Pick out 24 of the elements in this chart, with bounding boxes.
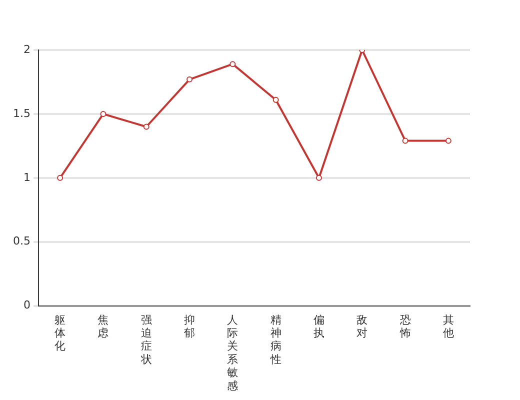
y-tick-label: 0	[23, 298, 30, 312]
point	[230, 61, 236, 68]
point	[316, 174, 322, 181]
y-tick-label: 2	[23, 42, 30, 56]
point	[186, 76, 193, 82]
x-tick-label: 躯体化	[54, 313, 66, 353]
point	[143, 124, 150, 130]
x-tick-label: 偏执	[313, 313, 324, 340]
x-tick-label: 焦虑	[98, 313, 109, 340]
point	[57, 174, 64, 181]
point	[402, 138, 408, 144]
x-tick-label: 精神病性	[269, 313, 282, 366]
x-tick-label: 恐怖	[398, 313, 411, 340]
y-tick-label: 0.5	[12, 234, 30, 248]
x-tick-label: 强迫症状	[140, 313, 152, 366]
y-tick-label: 1.5	[12, 106, 30, 120]
x-tick-label: 敌对	[356, 313, 368, 340]
point	[272, 96, 279, 103]
x-tick-label: 人际关系敏感	[227, 313, 238, 392]
y-tick-label: 1	[23, 170, 30, 184]
x-tick-label: 抑郁	[184, 313, 196, 340]
point	[100, 110, 106, 117]
x-tick-label: 其他	[442, 313, 454, 340]
point	[445, 138, 452, 144]
